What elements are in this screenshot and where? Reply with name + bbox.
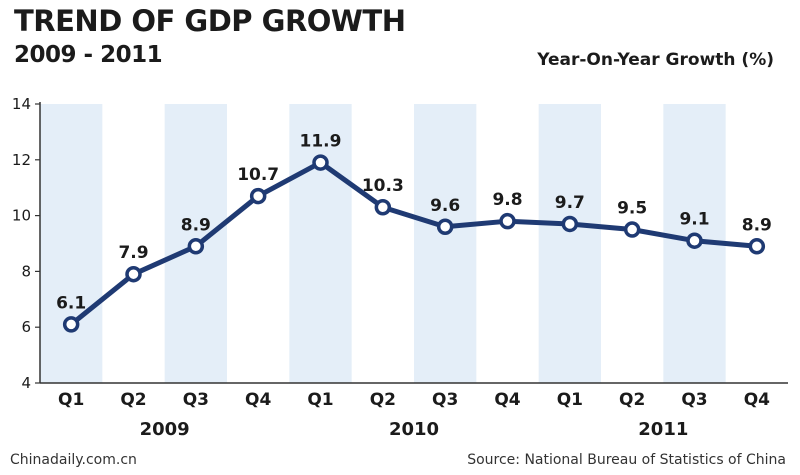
data-label: 10.7 xyxy=(237,165,279,185)
background-band xyxy=(414,104,477,383)
x-tick-label: Q3 xyxy=(432,390,458,410)
data-point xyxy=(436,218,454,236)
x-tick-label: Q3 xyxy=(681,390,707,410)
chart-title: TREND OF GDP GROWTH xyxy=(14,4,406,38)
data-point xyxy=(374,198,392,216)
data-label: 9.5 xyxy=(617,199,647,219)
background-band xyxy=(538,104,601,383)
background-band xyxy=(289,104,352,383)
y-tick-label: 14 xyxy=(12,95,31,113)
year-label: 2011 xyxy=(638,419,688,440)
data-point xyxy=(125,265,142,283)
data-point xyxy=(249,187,267,205)
data-label: 9.6 xyxy=(430,196,460,216)
data-label: 8.9 xyxy=(742,215,772,235)
x-tick-label: Q4 xyxy=(494,390,520,410)
data-point xyxy=(748,238,766,255)
x-tick-label: Q1 xyxy=(58,390,84,410)
year-label: 2009 xyxy=(140,419,190,440)
x-tick-label: Q3 xyxy=(183,390,209,410)
series-line xyxy=(69,160,758,327)
x-tick-label: Q4 xyxy=(245,390,271,410)
footer-site: Chinadaily.com.cn xyxy=(10,452,137,468)
data-point xyxy=(187,238,205,255)
x-tick-label: Q4 xyxy=(744,390,770,410)
footer-source: Source: National Bureau of Statistics of… xyxy=(467,452,786,468)
chart-subtitle: 2009 - 2011 xyxy=(14,42,163,68)
x-tick-label: Q1 xyxy=(557,390,583,410)
y-axis-label: Year-On-Year Growth (%) xyxy=(537,50,774,70)
data-point xyxy=(561,215,579,233)
data-label: 9.8 xyxy=(492,190,522,210)
x-tick-label: Q2 xyxy=(619,390,645,410)
x-tick-label: Q1 xyxy=(307,390,333,410)
x-tick-label: Q2 xyxy=(120,390,146,410)
year-label: 2010 xyxy=(389,419,439,440)
y-tick-label: 6 xyxy=(21,318,31,336)
data-label: 11.9 xyxy=(300,132,342,152)
data-label: 7.9 xyxy=(118,243,148,263)
y-tick-label: 10 xyxy=(12,207,31,225)
data-label: 9.7 xyxy=(555,193,585,213)
data-point xyxy=(499,212,516,230)
background-band xyxy=(40,104,103,383)
y-tick-label: 12 xyxy=(12,151,31,169)
data-point xyxy=(623,221,641,238)
data-label: 10.3 xyxy=(362,176,404,196)
data-point xyxy=(312,154,329,171)
data-label: 9.1 xyxy=(679,210,709,230)
y-tick-label: 8 xyxy=(21,262,31,280)
data-label: 8.9 xyxy=(181,215,211,235)
data-point xyxy=(62,316,80,333)
x-tick-label: Q2 xyxy=(370,390,396,410)
y-tick-label: 4 xyxy=(21,374,31,392)
data-label: 6.1 xyxy=(56,293,86,313)
data-point xyxy=(686,232,703,249)
